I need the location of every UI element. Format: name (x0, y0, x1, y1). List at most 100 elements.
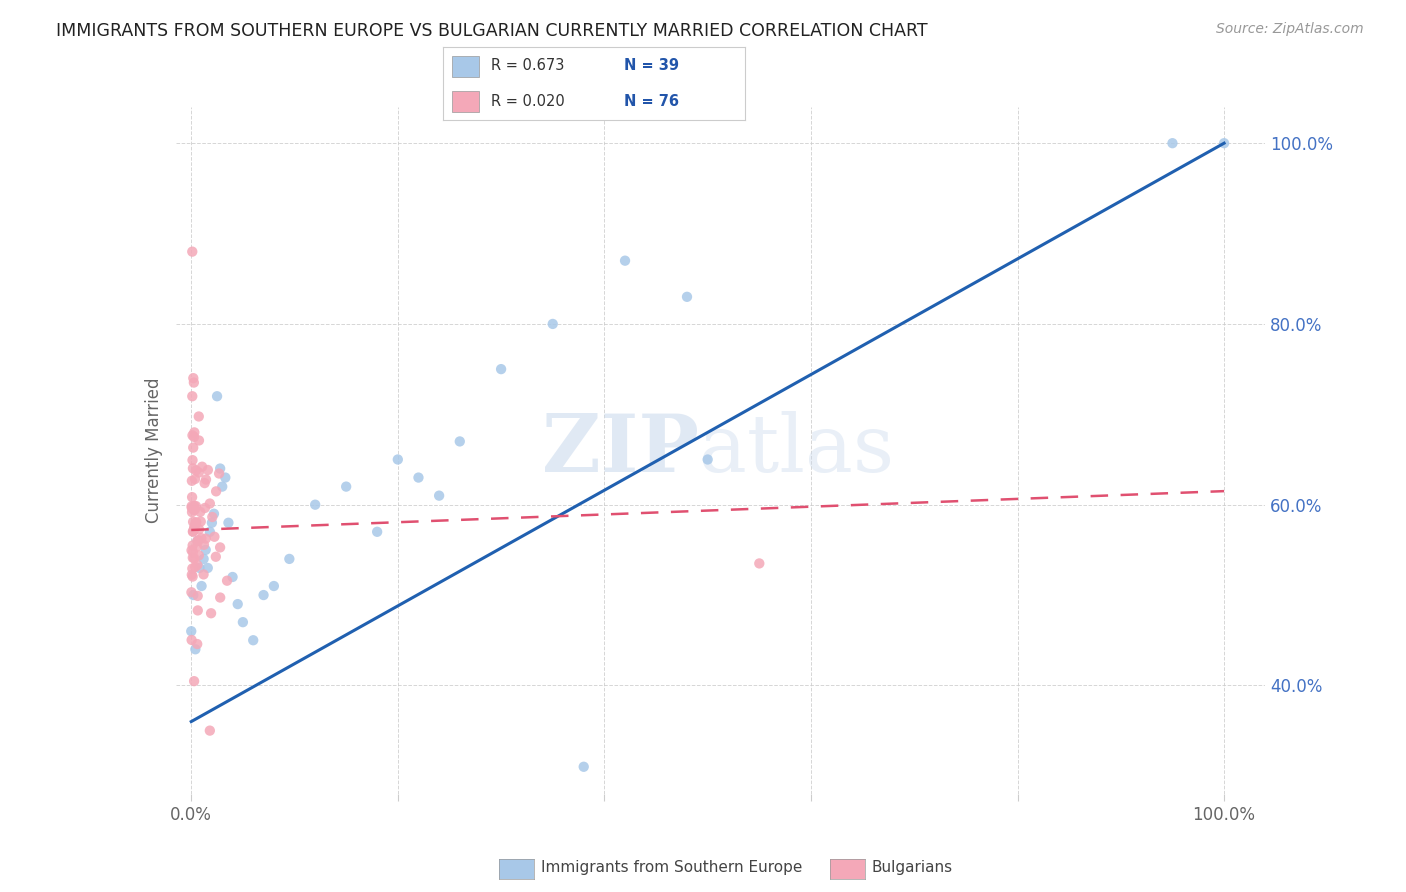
Point (188, 561, 211, 575)
Point (183, 674, 205, 689)
Point (181, 453, 204, 467)
Point (190, 579, 212, 593)
Point (1213, 136, 1236, 151)
Text: ZIP: ZIP (541, 411, 699, 490)
Point (183, 503, 205, 517)
Point (181, 371, 204, 385)
Point (183, 376, 205, 390)
Point (676, 290, 699, 304)
Point (614, 253, 637, 268)
Point (180, 632, 202, 647)
Point (304, 498, 326, 512)
Text: N = 39: N = 39 (624, 59, 679, 73)
Point (217, 516, 239, 530)
Point (181, 389, 204, 403)
Point (183, 499, 205, 513)
Point (181, 428, 204, 442)
Point (252, 588, 274, 602)
Point (197, 561, 219, 575)
Point (215, 574, 238, 588)
Point (190, 531, 212, 545)
Point (427, 489, 450, 503)
Point (184, 502, 207, 516)
Point (187, 533, 209, 548)
Point (181, 545, 204, 559)
Point (183, 551, 205, 566)
Point (205, 389, 228, 403)
Bar (451, 56, 479, 77)
Point (209, 591, 232, 605)
Point (489, 362, 512, 376)
Point (184, 463, 207, 477)
Y-axis label: Currently Married: Currently Married (145, 377, 163, 524)
Point (226, 597, 249, 611)
Point (194, 542, 217, 557)
Point (194, 476, 217, 491)
Point (181, 515, 204, 529)
Point (180, 567, 202, 582)
Point (263, 579, 285, 593)
Point (187, 466, 209, 480)
Point (183, 522, 205, 536)
Point (209, 541, 232, 555)
Point (193, 552, 215, 566)
Point (572, 760, 595, 774)
Point (188, 434, 211, 448)
Point (181, 505, 204, 519)
Point (180, 500, 202, 515)
Point (180, 474, 202, 488)
Point (387, 452, 409, 467)
Point (186, 533, 208, 548)
Point (335, 480, 357, 494)
Point (211, 480, 233, 494)
Point (190, 515, 212, 529)
Point (748, 557, 770, 571)
Point (184, 642, 207, 657)
Point (202, 507, 225, 521)
Point (408, 470, 430, 484)
Point (221, 570, 243, 584)
Point (181, 538, 204, 552)
Text: R = 0.020: R = 0.020 (491, 94, 565, 109)
Point (541, 317, 564, 331)
Point (181, 524, 204, 539)
Point (181, 244, 204, 259)
Text: Immigrants from Southern Europe: Immigrants from Southern Europe (541, 860, 803, 874)
Point (204, 549, 226, 564)
Text: R = 0.673: R = 0.673 (491, 59, 565, 73)
Point (696, 452, 718, 467)
Point (205, 484, 228, 499)
Point (198, 723, 221, 738)
Point (187, 603, 209, 617)
Point (186, 558, 208, 573)
Point (183, 522, 205, 536)
Point (186, 540, 208, 554)
Point (198, 497, 221, 511)
Point (181, 569, 204, 583)
Point (184, 499, 207, 513)
Point (208, 467, 231, 481)
Point (184, 516, 207, 531)
Point (181, 561, 204, 575)
Point (278, 552, 301, 566)
Point (188, 522, 211, 536)
Point (181, 588, 204, 602)
Text: atlas: atlas (699, 411, 894, 490)
Point (193, 538, 215, 552)
Point (180, 585, 202, 599)
Point (181, 461, 204, 475)
Point (186, 515, 208, 529)
Point (191, 459, 214, 474)
Point (204, 530, 226, 544)
Point (366, 524, 388, 539)
Point (198, 524, 221, 539)
Point (181, 550, 204, 565)
Point (184, 472, 207, 486)
Point (201, 516, 224, 530)
Point (180, 543, 202, 558)
Point (200, 606, 222, 620)
Bar (451, 91, 479, 112)
Point (187, 549, 209, 563)
Point (1161, 136, 1184, 151)
Point (201, 510, 224, 524)
